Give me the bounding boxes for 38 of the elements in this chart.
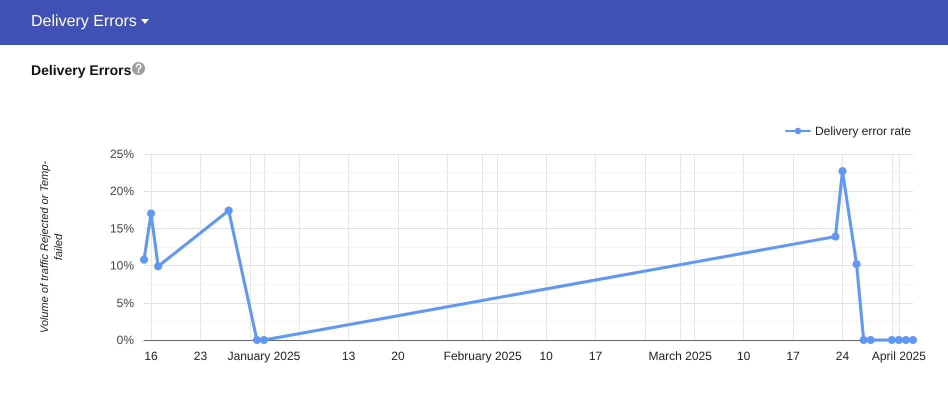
legend-label: Delivery error rate bbox=[814, 124, 912, 138]
y-tick-label: 10% bbox=[110, 258, 134, 273]
point bbox=[888, 336, 896, 344]
x-tick-label: 17 bbox=[588, 349, 603, 363]
point bbox=[860, 336, 868, 344]
y-tick-label: 5% bbox=[116, 296, 134, 310]
x-tick-label: April 2025 bbox=[872, 349, 926, 363]
point bbox=[147, 210, 156, 218]
x-tick-label: 23 bbox=[194, 349, 208, 363]
x-tick-label: January 2025 bbox=[228, 349, 301, 363]
y-tick-label: 0% bbox=[116, 333, 134, 347]
x-tick-label: 13 bbox=[342, 349, 356, 363]
text: Delivery Errors bbox=[31, 13, 137, 30]
x-tick-label: 10 bbox=[539, 349, 554, 363]
point bbox=[852, 260, 861, 268]
point bbox=[154, 262, 162, 270]
x-tick-label: 17 bbox=[786, 349, 800, 363]
x-tick-label: February 2025 bbox=[444, 349, 522, 363]
x-tick-label: March 2025 bbox=[648, 349, 712, 363]
y-tick-label: 25% bbox=[110, 147, 134, 161]
point bbox=[260, 336, 268, 344]
point bbox=[894, 336, 903, 344]
point bbox=[831, 232, 840, 241]
x-tick-label: 10 bbox=[737, 349, 751, 363]
point bbox=[866, 336, 875, 344]
y-axis-title: Volume of traffic Rejected or Temp-failed bbox=[39, 160, 65, 334]
x-tick-label: 24 bbox=[836, 349, 850, 363]
point bbox=[902, 336, 910, 344]
point bbox=[909, 336, 917, 344]
point bbox=[224, 206, 233, 215]
x-tick-label: 20 bbox=[391, 349, 405, 363]
chart-title: Delivery Errors bbox=[31, 62, 132, 78]
point bbox=[838, 167, 846, 176]
point bbox=[252, 336, 261, 344]
y-tick-label: 15% bbox=[110, 221, 134, 236]
y-tick-label: 20% bbox=[110, 184, 134, 198]
point bbox=[140, 256, 148, 264]
x-tick-label: 16 bbox=[144, 349, 158, 363]
